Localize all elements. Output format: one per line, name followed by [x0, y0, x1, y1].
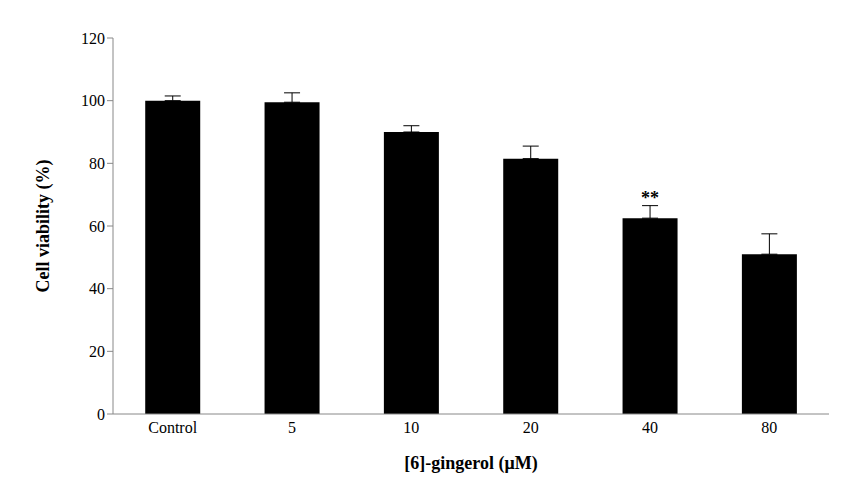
- svg-text:120: 120: [81, 30, 105, 47]
- svg-text:0: 0: [97, 406, 105, 423]
- svg-text:40: 40: [642, 419, 658, 436]
- svg-text:20: 20: [89, 343, 105, 360]
- svg-text:**: **: [641, 188, 659, 208]
- svg-text:20: 20: [523, 419, 539, 436]
- svg-text:Cell viability (%): Cell viability (%): [33, 160, 54, 293]
- svg-text:100: 100: [81, 92, 105, 109]
- svg-text:5: 5: [288, 419, 296, 436]
- svg-text:10: 10: [403, 419, 419, 436]
- svg-text:[6]-gingerol (μM): [6]-gingerol (μM): [404, 453, 537, 474]
- svg-text:Control: Control: [148, 419, 197, 436]
- svg-text:60: 60: [89, 218, 105, 235]
- svg-text:40: 40: [89, 280, 105, 297]
- svg-text:80: 80: [89, 155, 105, 172]
- svg-text:80: 80: [761, 419, 777, 436]
